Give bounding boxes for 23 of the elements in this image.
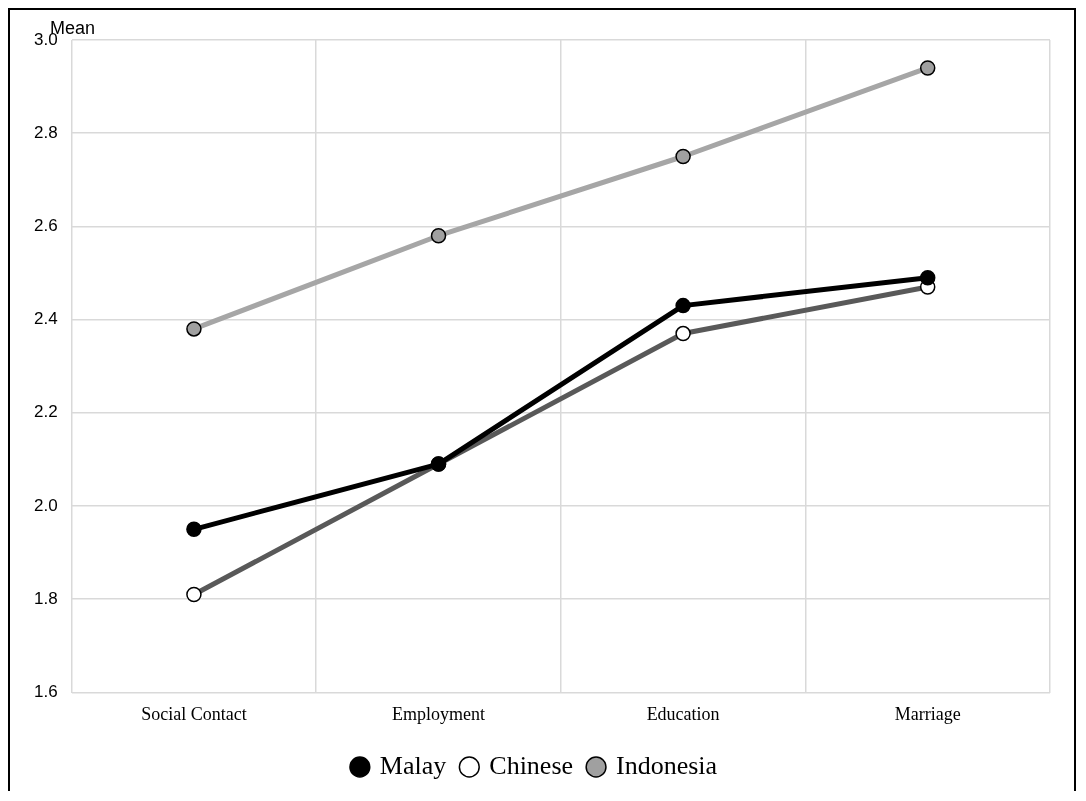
y-tick-label: 1.6 (33, 682, 58, 702)
y-tick-label: 2.0 (33, 495, 58, 515)
point (919, 60, 936, 76)
legend-label: Malay (379, 750, 447, 780)
y-tick-label: 2.8 (33, 122, 58, 142)
point (675, 325, 691, 342)
point (675, 148, 691, 165)
x-tick-label: Education (646, 703, 720, 724)
y-tick-label: 1.8 (33, 588, 58, 608)
y-tick-label: 2.4 (33, 309, 58, 329)
x-tick-label: Employment (392, 703, 486, 724)
point (675, 297, 691, 314)
y-tick-label: 2.2 (33, 402, 58, 422)
point (186, 521, 202, 538)
x-tick-label: Social Contact (141, 703, 247, 724)
legend-label: Chinese (489, 750, 574, 780)
point (186, 321, 202, 337)
legend-label: Indonesia (616, 750, 718, 780)
x-tick-label: Marriage (894, 703, 961, 724)
point (919, 269, 936, 286)
point (430, 227, 447, 244)
y-tick-label: 2.6 (33, 216, 58, 236)
point (186, 586, 202, 603)
